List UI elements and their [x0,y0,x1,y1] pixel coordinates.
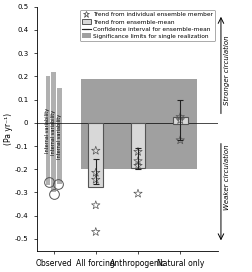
Point [94,149,98,153]
Bar [57,88,61,184]
Text: Stronger circulation: Stronger circulation [224,35,230,105]
Bar [81,79,197,169]
Y-axis label: (Pa yr⁻¹): (Pa yr⁻¹) [4,113,13,145]
Text: Weaker circulation: Weaker circulation [224,144,230,210]
Legend: Trend from individual ensemble member, Trend from ensemble-mean, Confidence inte: Trend from individual ensemble member, T… [80,10,215,41]
Point [178,138,182,142]
Point [94,203,98,207]
Point [178,118,182,122]
Point [94,230,98,234]
Bar [173,117,187,124]
Text: Internal variability: Internal variability [45,108,50,153]
Point [178,115,182,119]
Point [94,178,98,182]
Point [136,150,140,154]
Text: Internal variability: Internal variability [51,110,56,154]
Bar [51,72,56,193]
Point [136,191,140,196]
Bar [46,76,50,186]
Bar [88,123,103,187]
Point [94,171,98,175]
Text: Internal variability: Internal variability [57,114,62,159]
Point [136,159,140,163]
Bar [131,123,145,168]
Point [136,163,140,168]
